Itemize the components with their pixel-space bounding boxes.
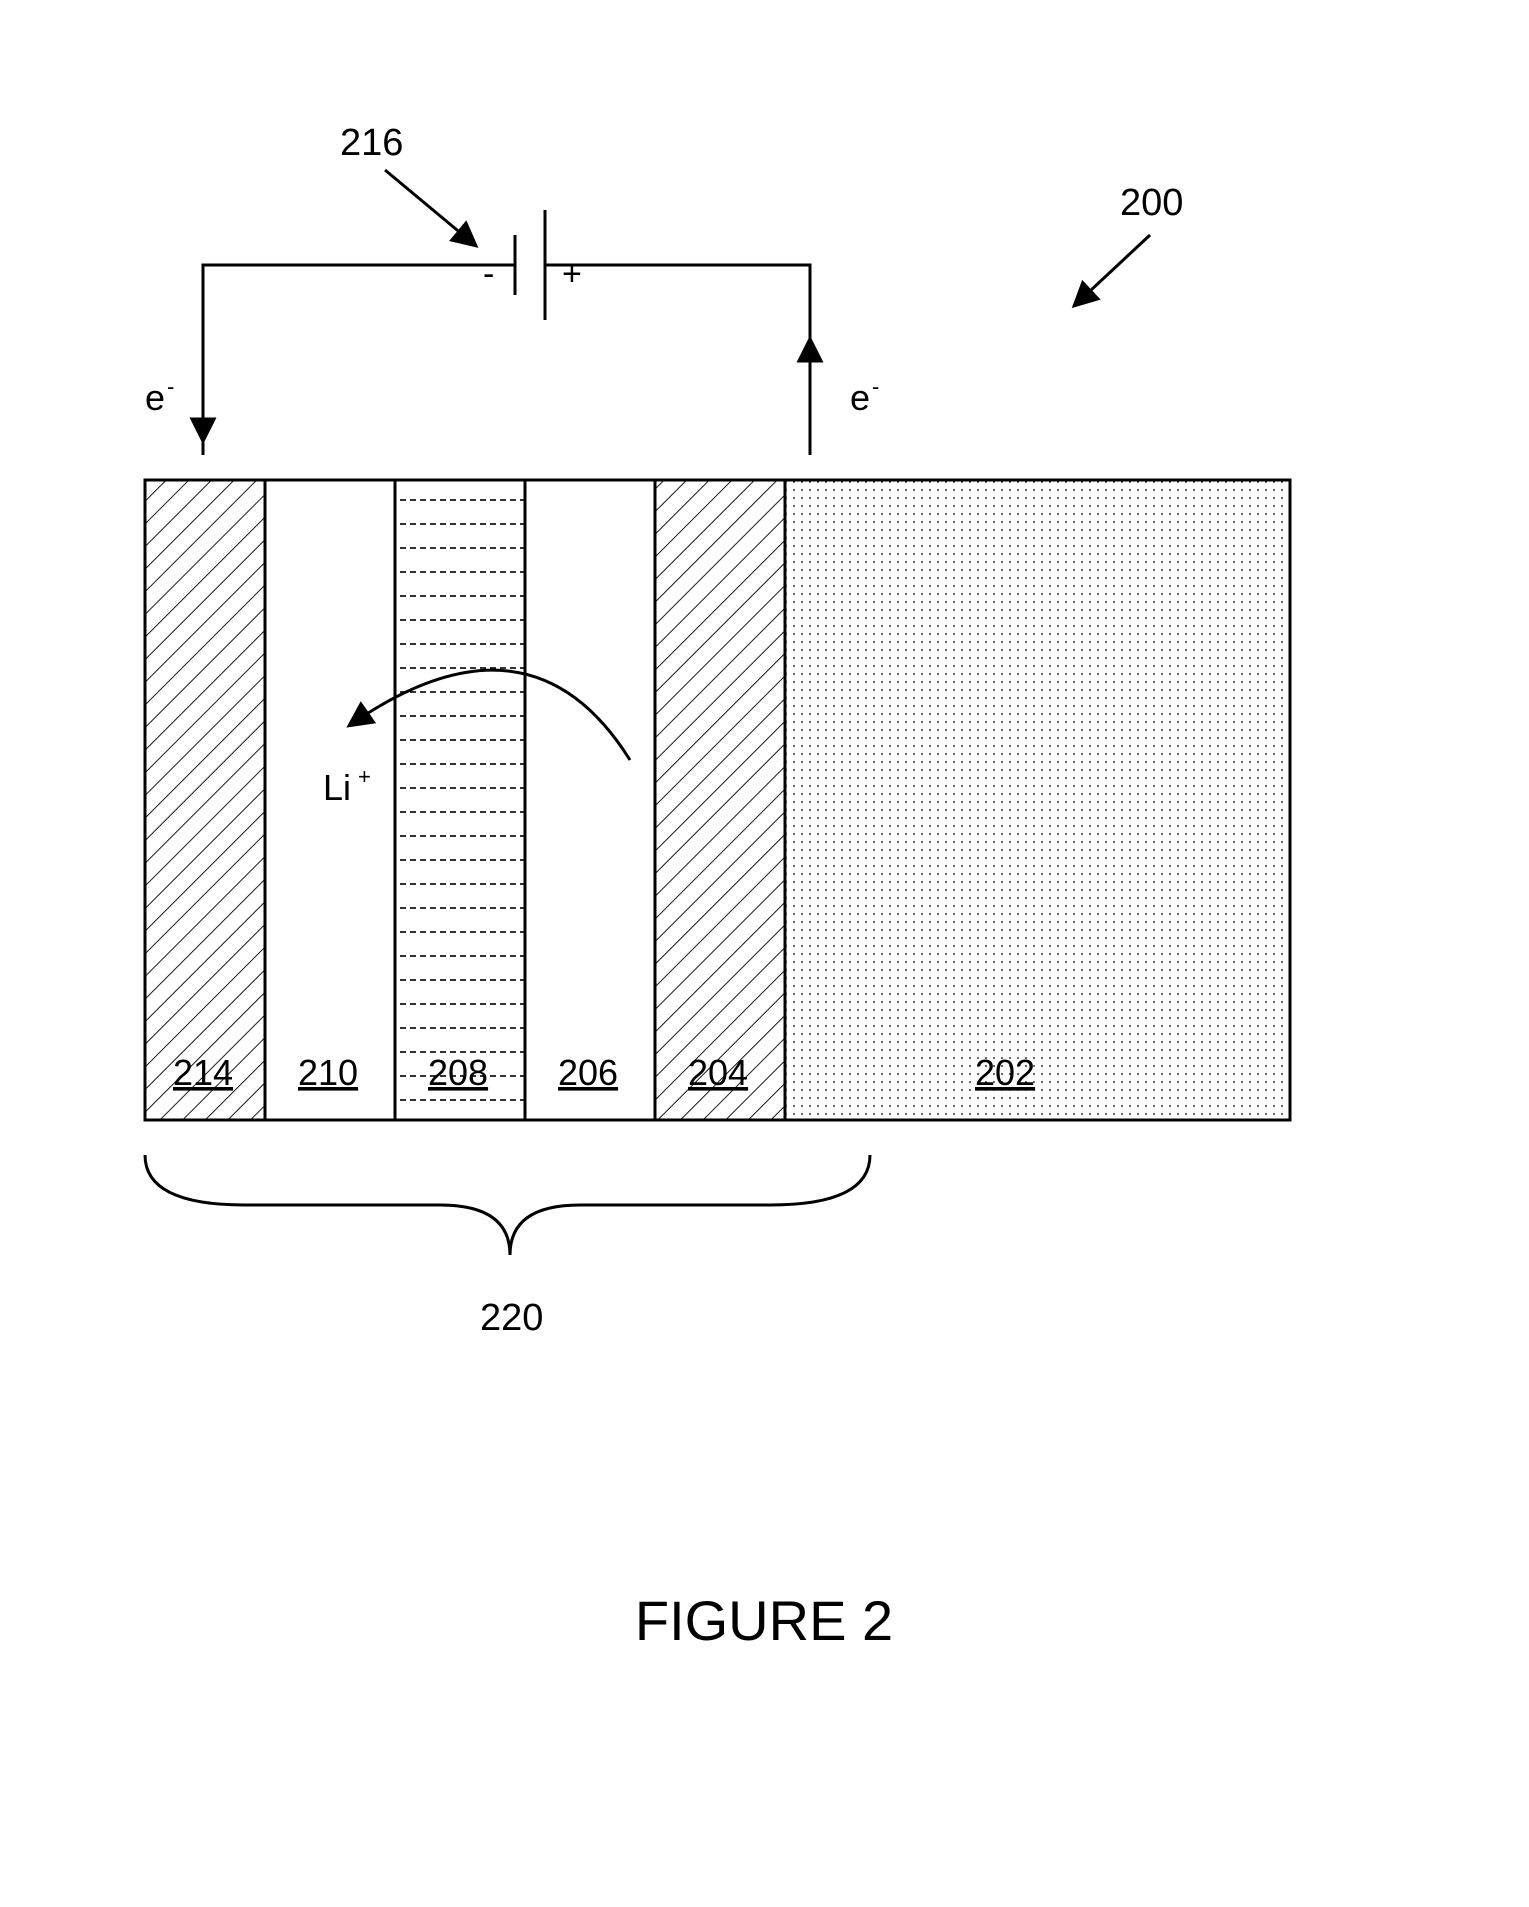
- svg-text:-: -: [167, 374, 174, 399]
- label-202: 202: [975, 1052, 1035, 1093]
- label-214: 214: [173, 1052, 233, 1093]
- figure-2: - + 216 200 e - e - Li +: [40, 40, 1489, 1847]
- figure-caption: FIGURE 2: [635, 1589, 893, 1652]
- layer-202: [785, 480, 1290, 1120]
- svg-text:Li: Li: [323, 767, 351, 808]
- electron-left: e -: [145, 360, 203, 440]
- battery-plus: +: [562, 255, 582, 293]
- label-204: 204: [688, 1052, 748, 1093]
- layer-208: [395, 480, 525, 1120]
- label-206: 206: [558, 1052, 618, 1093]
- layer-214: [145, 480, 265, 1120]
- diagram-svg: - + 216 200 e - e - Li +: [40, 40, 1489, 1847]
- svg-text:200: 200: [1120, 182, 1183, 224]
- svg-text:e: e: [850, 377, 870, 418]
- svg-text:+: +: [358, 764, 371, 789]
- layer-206: [525, 480, 655, 1120]
- label-210: 210: [298, 1052, 358, 1093]
- label-208: 208: [428, 1052, 488, 1093]
- ref-200: 200: [1075, 182, 1183, 305]
- layer-204: [655, 480, 785, 1120]
- svg-text:-: -: [872, 374, 879, 399]
- svg-text:216: 216: [340, 122, 403, 164]
- svg-text:e: e: [145, 377, 165, 418]
- wire-left: [203, 265, 515, 455]
- electron-right: e -: [810, 340, 879, 440]
- battery-minus: -: [483, 255, 494, 293]
- svg-text:220: 220: [480, 1297, 543, 1339]
- brace-220: 220: [145, 1155, 870, 1339]
- wire-right: [545, 265, 810, 455]
- ref-216: 216: [340, 122, 475, 245]
